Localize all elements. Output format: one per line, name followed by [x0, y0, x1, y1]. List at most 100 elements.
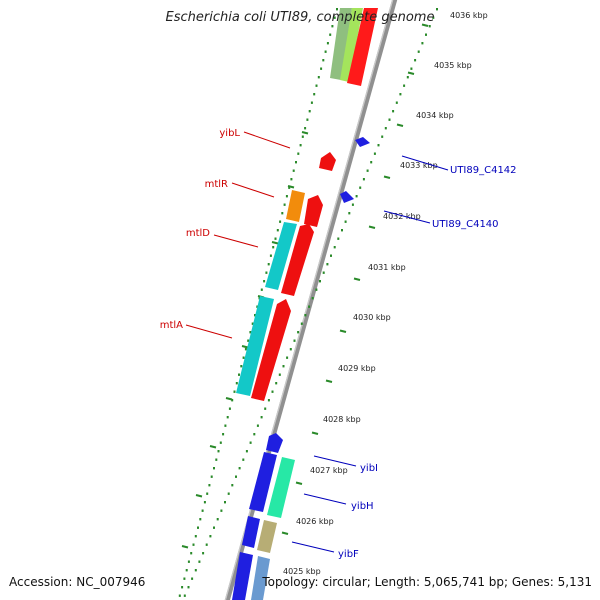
- outer-tick-dot: [351, 203, 354, 206]
- inner-tick-dot: [297, 152, 300, 155]
- gene-arrow-blue-top-2[interactable]: [340, 191, 354, 203]
- inner-tick-dot: [313, 93, 316, 96]
- inner-tick-dot: [206, 492, 209, 495]
- outer-tick-dot: [326, 263, 329, 266]
- outer-tick-dot: [256, 424, 259, 427]
- gene-arrow-mtla[interactable]: [251, 299, 291, 401]
- outer-tick-dot: [410, 67, 413, 70]
- inner-tick-dot: [299, 144, 302, 147]
- ruler-label: 4036 kbp: [450, 11, 488, 20]
- outer-tick-dot: [348, 212, 351, 215]
- inner-tick-dot: [190, 552, 193, 555]
- outer-tick-dot: [271, 390, 274, 393]
- gene-label-uti89_c4140[interactable]: UTI89_C4140: [432, 219, 499, 230]
- outer-tick-dot: [183, 594, 186, 597]
- outer-tick-dot: [308, 305, 311, 308]
- inner-tick-dot: [219, 441, 222, 444]
- inner-tick-dot: [178, 594, 181, 597]
- gene-block-khaki[interactable]: [257, 520, 277, 553]
- outer-tick-dash: [353, 277, 361, 281]
- gene-block-red-top[interactable]: [347, 8, 378, 86]
- outer-tick-dot: [198, 560, 201, 563]
- inner-tick-dot: [197, 526, 199, 529]
- inner-tick-dot: [281, 212, 284, 215]
- outer-tick-dot: [428, 25, 431, 28]
- gene-block-cyan-mtld[interactable]: [265, 222, 297, 290]
- inner-tick-dot: [224, 424, 227, 427]
- gene-arrow-mtlr[interactable]: [304, 195, 323, 227]
- inner-tick-dash: [271, 241, 279, 245]
- gene-block-blue-1[interactable]: [249, 452, 277, 512]
- callout-line: [313, 455, 357, 467]
- callout-line: [401, 155, 449, 171]
- topology-text: Topology: circular; Length: 5,065,741 bp…: [262, 575, 592, 589]
- gene-label-mtlr[interactable]: mtlR: [205, 179, 228, 190]
- outer-tick-dot: [311, 297, 314, 300]
- gene-label-yibi[interactable]: yibI: [360, 463, 378, 474]
- gene-label-yibl[interactable]: yibL: [219, 128, 240, 139]
- outer-tick-dot: [330, 254, 332, 257]
- gene-block-lime[interactable]: [340, 8, 363, 82]
- inner-tick-dot: [233, 390, 236, 393]
- inner-tick-dot: [290, 178, 293, 181]
- inner-tick-dot: [192, 543, 195, 546]
- outer-tick-dash: [281, 531, 289, 535]
- outer-tick-dot: [297, 331, 300, 334]
- inner-tick-dot: [244, 348, 247, 351]
- outer-tick-dot: [370, 161, 373, 164]
- gene-block-cyan-mtla[interactable]: [236, 296, 274, 396]
- gene-block-steel[interactable]: [251, 556, 270, 600]
- ruler-label: 4034 kbp: [416, 111, 454, 120]
- ruler-label: 4031 kbp: [368, 263, 406, 272]
- gene-block-spring-green[interactable]: [267, 457, 295, 518]
- inner-tick-dot: [226, 416, 229, 419]
- gene-label-yibf[interactable]: yibF: [338, 549, 359, 560]
- gene-block-blue-2[interactable]: [242, 516, 260, 548]
- outer-tick-dot: [216, 518, 219, 521]
- outer-tick-dot: [275, 382, 278, 385]
- outer-tick-dot: [289, 348, 292, 351]
- inner-tick-dot: [267, 263, 270, 266]
- outer-tick-dot: [322, 271, 325, 274]
- callout-line: [243, 131, 291, 149]
- inner-tick-dot: [274, 237, 277, 240]
- outer-tick-dash: [396, 123, 404, 127]
- outer-tick-dash: [368, 225, 376, 229]
- inner-tick-dot: [203, 501, 206, 504]
- gene-block-light-green[interactable]: [330, 8, 352, 80]
- gene-arrow-blue-top-1[interactable]: [355, 137, 370, 147]
- gene-label-mtla[interactable]: mtlA: [160, 320, 183, 331]
- reverse-strand-features: [232, 8, 363, 600]
- gene-block-orange[interactable]: [286, 190, 305, 222]
- inner-tick-dot: [324, 50, 327, 53]
- gene-arrow-mtld[interactable]: [281, 224, 314, 296]
- outer-tick-dot: [344, 220, 347, 223]
- outer-tick-dot: [392, 110, 395, 113]
- gene-arrow-yibl[interactable]: [319, 152, 336, 171]
- outer-tick-dot: [286, 356, 289, 359]
- inner-tick-dash: [181, 545, 189, 549]
- inner-tick-dot: [336, 8, 338, 11]
- gene-arrow-blue-yibi[interactable]: [266, 433, 283, 453]
- gene-label-uti89_c4142[interactable]: UTI89_C4142: [450, 165, 517, 176]
- outer-tick-dot: [421, 42, 424, 45]
- ruler-label: 4028 kbp: [323, 415, 361, 424]
- outer-tick-dot: [242, 458, 245, 461]
- outer-tick-dot: [333, 246, 336, 249]
- outer-tick-dot: [406, 76, 409, 79]
- callout-line: [213, 234, 259, 248]
- gene-label-mtld[interactable]: mtlD: [186, 228, 210, 239]
- inner-tick-dot: [304, 127, 307, 130]
- inner-tick-dot: [285, 195, 288, 198]
- inner-tick-dot: [183, 577, 186, 580]
- outer-tick-dot: [315, 288, 318, 291]
- callout-line: [303, 493, 347, 505]
- callout-line: [185, 324, 233, 339]
- inner-tick-dot: [185, 569, 188, 572]
- outer-tick-dot: [191, 577, 194, 580]
- gene-block-blue-3[interactable]: [232, 552, 253, 600]
- gene-label-yibh[interactable]: yibH: [351, 501, 374, 512]
- outer-tick-dash: [383, 175, 391, 179]
